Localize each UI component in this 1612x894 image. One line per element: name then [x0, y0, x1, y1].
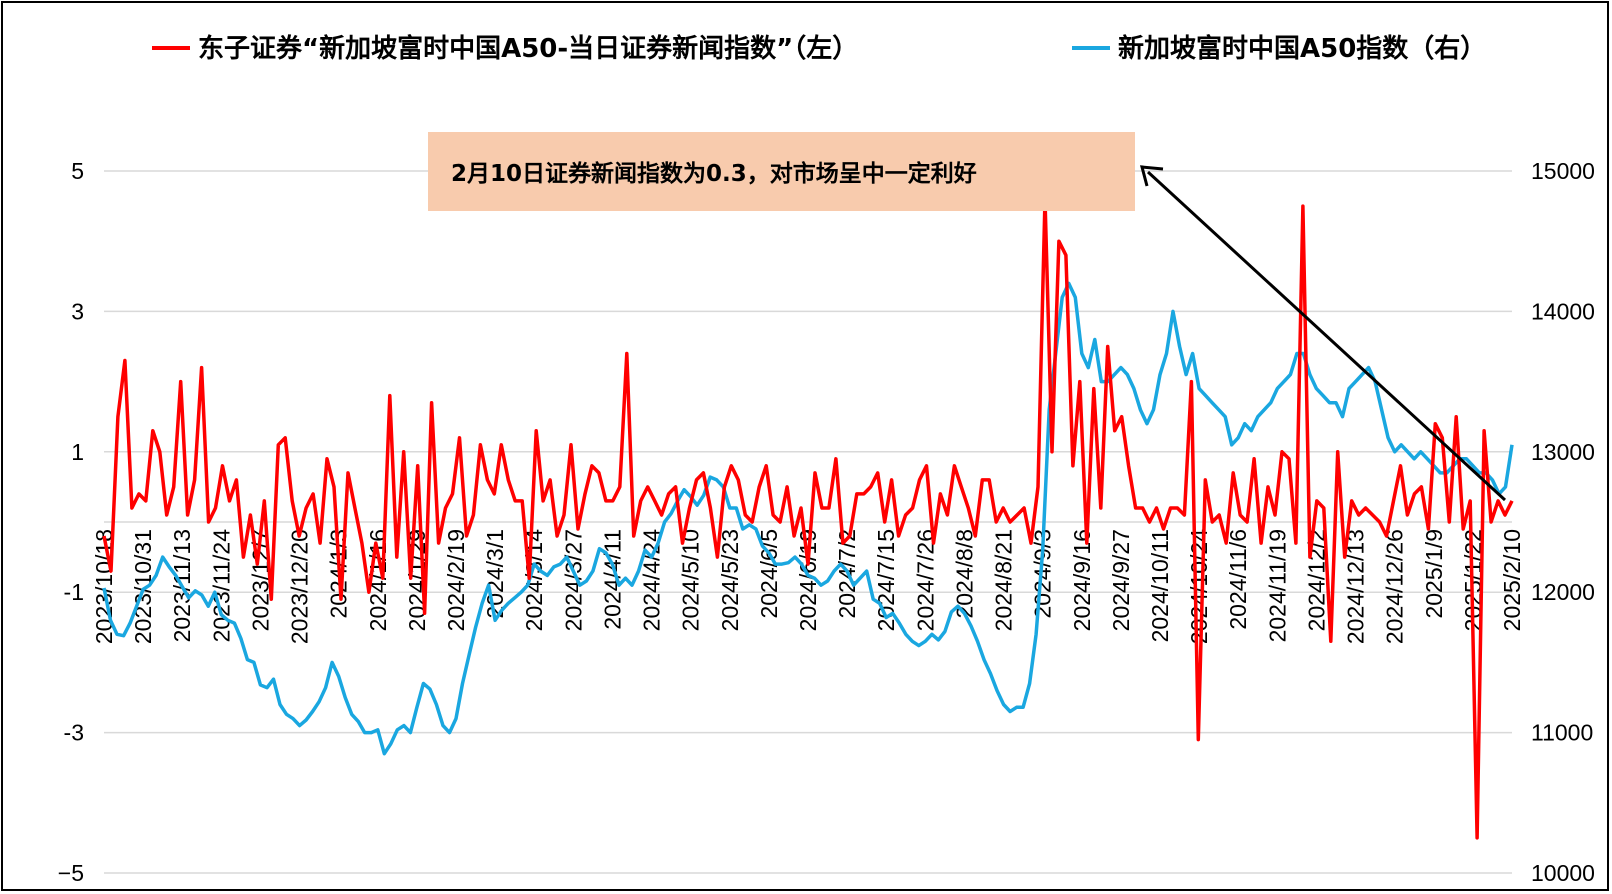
x-tick-label: 2024/4/11 — [599, 529, 625, 630]
x-tick-label: 2024/12/26 — [1382, 529, 1408, 644]
x-tick-label: 2024/8/8 — [951, 529, 977, 619]
y-right-tick-label: 13000 — [1531, 439, 1595, 465]
x-tick-label: 2024/2/19 — [443, 529, 469, 631]
legend: 东子证券“新加坡富时中国A50-当日证券新闻指数”（左） 新加坡富时中国A50指… — [152, 33, 1486, 64]
x-tick-label: 2024/3/27 — [560, 529, 586, 631]
series-blue — [102, 281, 1514, 756]
y-right-tick-label: 11000 — [1531, 720, 1593, 746]
legend-red-label: 东子证券“新加坡富时中国A50-当日证券新闻指数”（左） — [198, 33, 858, 64]
series-line-blue — [102, 281, 1514, 756]
x-tick-label: 2024/9/27 — [1108, 529, 1134, 631]
x-tick-label: 2023/12/20 — [287, 529, 313, 644]
y-left-tick-label: 3 — [71, 298, 84, 324]
x-tick-label: 2025/2/10 — [1499, 529, 1525, 631]
x-tick-label: 2024/3/1 — [482, 529, 508, 619]
x-tick-label: 2024/10/24 — [1186, 529, 1212, 644]
y-right-tick-label: 14000 — [1531, 298, 1595, 324]
y-right-tick-label: 15000 — [1531, 158, 1595, 184]
x-tick-label: 2024/7/26 — [912, 529, 938, 631]
x-tick-label: 2024/9/16 — [1069, 529, 1095, 631]
annotation-arrow-line — [1146, 170, 1507, 502]
x-tick-label: 2024/4/24 — [639, 529, 665, 632]
annotation-box — [428, 132, 1135, 211]
x-tick-label: 2025/1/9 — [1421, 529, 1447, 619]
y-axis-left: 5 3 1 -1 -3 −5 — [58, 158, 1512, 886]
series-red — [102, 197, 1514, 840]
x-tick-label: 2024/11/19 — [1264, 529, 1290, 642]
x-tick-label: 2024/5/10 — [678, 529, 704, 631]
y-left-tick-label: 1 — [71, 439, 84, 465]
x-tick-label: 2023/11/24 — [208, 529, 234, 643]
annotation: 2月10日证券新闻指数为0.3，对市场呈中一定利好 — [428, 132, 1507, 502]
legend-blue-label: 新加坡富时中国A50指数（右） — [1118, 33, 1486, 64]
y-right-tick-label: 10000 — [1531, 860, 1595, 886]
annotation-arrowhead — [1140, 165, 1164, 187]
y-left-tick-label: -1 — [64, 579, 84, 605]
x-tick-label: 2024/11/6 — [1225, 529, 1251, 630]
y-left-tick-label: -3 — [64, 720, 84, 746]
y-axis-right: 15000 14000 13000 12000 11000 10000 — [1531, 158, 1595, 886]
y-left-tick-label: −5 — [58, 860, 84, 886]
x-tick-label: 2024/5/23 — [717, 529, 743, 631]
x-tick-label: 2024/10/11 — [1147, 529, 1173, 642]
x-tick-label: 2024/8/21 — [991, 529, 1017, 631]
y-right-tick-label: 12000 — [1531, 579, 1595, 605]
y-left-tick-label: 5 — [71, 158, 84, 184]
annotation-text: 2月10日证券新闻指数为0.3，对市场呈中一定利好 — [451, 160, 977, 187]
x-tick-label: 2023/10/31 — [130, 529, 156, 644]
series-line-red — [102, 197, 1514, 840]
